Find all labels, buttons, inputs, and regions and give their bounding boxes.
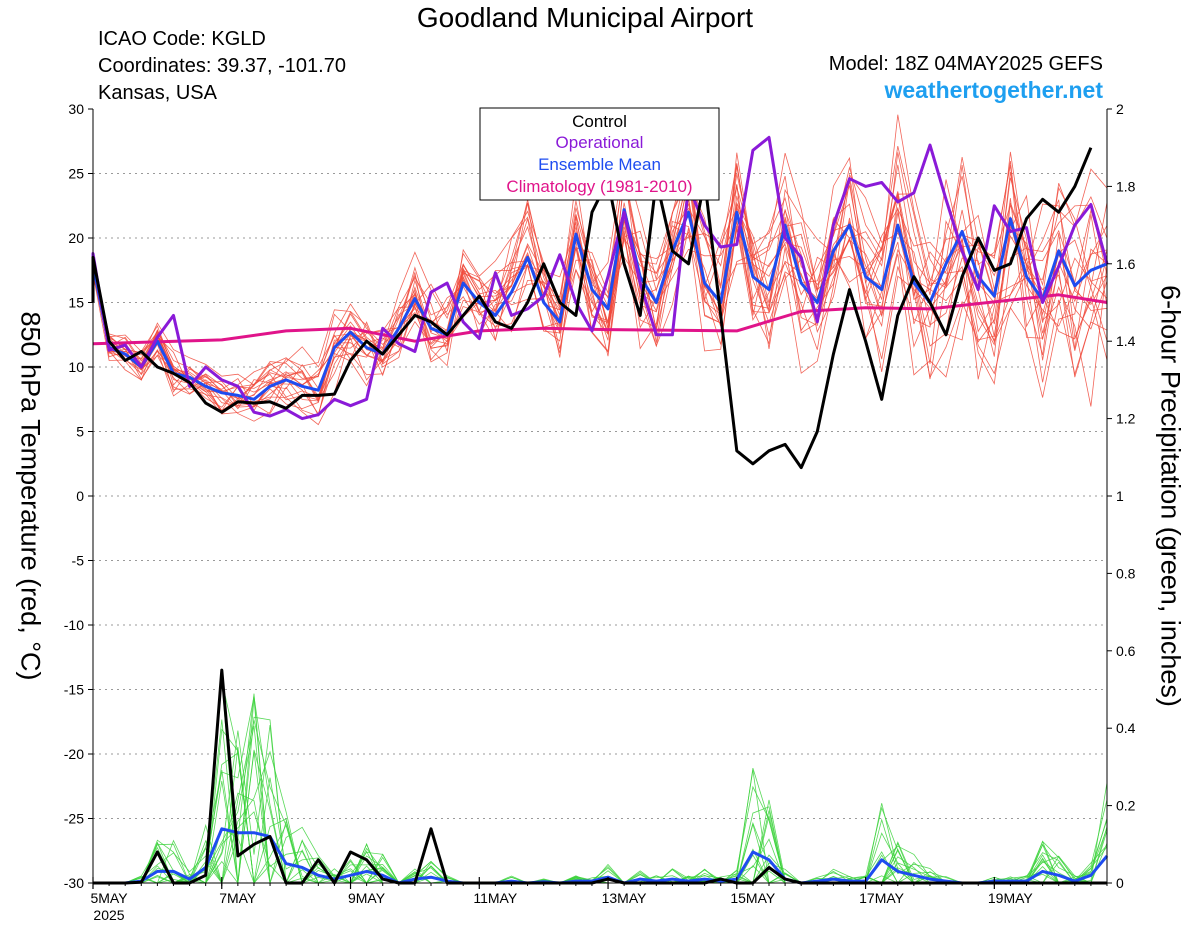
- legend-control: Control: [572, 112, 627, 131]
- y-tick-label-left: -5: [72, 553, 85, 569]
- precipitation-member-line: [93, 746, 1108, 884]
- control-temp-line: [91, 147, 1093, 470]
- y-tick-label-left: -20: [64, 746, 84, 762]
- y-tick-label-left: 30: [68, 101, 84, 117]
- y-tick-label-left: 0: [76, 488, 84, 504]
- climatology-temp-line: [92, 293, 1108, 346]
- y-tick-label-right: 0.6: [1116, 643, 1136, 659]
- y-tick-label-right: 1.4: [1116, 333, 1136, 349]
- y-tick-label-right: 1.6: [1116, 256, 1136, 272]
- y-tick-label-left: 15: [68, 295, 84, 311]
- legend: Control Operational Ensemble Mean Climat…: [479, 107, 720, 201]
- legend-ensemble-mean: Ensemble Mean: [538, 155, 661, 174]
- legend-operational: Operational: [556, 133, 644, 152]
- website-link[interactable]: weathertogether.net: [884, 77, 1103, 103]
- y-tick-label-left: 5: [76, 424, 84, 440]
- coordinates: Coordinates: 39.37, -101.70: [98, 55, 346, 77]
- y-tick-label-left: 20: [68, 230, 84, 246]
- x-tick-label: 15MAY: [730, 890, 776, 906]
- y-tick-label-left: -25: [64, 811, 84, 827]
- y-tick-label-right: 0.8: [1116, 565, 1136, 581]
- axes: -30-25-20-15-10-505101520253000.20.40.60…: [64, 101, 1136, 923]
- precipitation-member-line: [93, 696, 1107, 884]
- temperature-member-line: [92, 163, 1108, 415]
- temperature-member-line: [92, 151, 1108, 402]
- x-tick-sublabel: 2025: [93, 907, 124, 923]
- y-tick-label-left: 25: [68, 166, 84, 182]
- y-tick-label-left: 10: [68, 359, 84, 375]
- temperature-member-line: [92, 180, 1108, 405]
- y-tick-label-right: 1.2: [1116, 411, 1136, 427]
- y-tick-label-left: -10: [64, 617, 84, 633]
- ensemble-temp-line: [91, 208, 1108, 401]
- temperature-member-line: [92, 164, 1108, 412]
- x-tick-label: 13MAY: [602, 890, 648, 906]
- location: Kansas, USA: [98, 82, 217, 104]
- ensemble-precip-line: [93, 827, 1109, 885]
- x-tick-label: 17MAY: [859, 890, 905, 906]
- temperature-member-line: [92, 176, 1108, 401]
- precipitation-member-line: [93, 749, 1108, 884]
- y-tick-label-right: 0: [1116, 875, 1124, 891]
- legend-box: [479, 107, 720, 201]
- x-tick-label: 11MAY: [473, 890, 517, 906]
- model-run: Model: 18Z 04MAY2025 GEFS: [828, 53, 1103, 75]
- y-tick-label-right: 0.4: [1116, 720, 1136, 736]
- y-tick-label-left: -30: [64, 875, 84, 891]
- y-tick-label-left: -15: [64, 682, 84, 698]
- icao-code: ICAO Code: KGLD: [98, 28, 266, 50]
- temperature-member-line: [92, 152, 1108, 386]
- x-tick-label: 9MAY: [348, 890, 386, 906]
- x-tick-label: 19MAY: [988, 890, 1034, 906]
- precipitation-member-line: [93, 680, 1107, 884]
- temperature-member-line: [92, 167, 1108, 400]
- x-tick-label: 7MAY: [219, 890, 257, 906]
- gridlines: [93, 173, 1107, 819]
- chart-title: Goodland Municipal Airport: [416, 2, 754, 33]
- y-tick-label-right: 1: [1116, 488, 1124, 504]
- y-tick-label-right: 0.2: [1116, 798, 1136, 814]
- y-tick-label-right: 2: [1116, 101, 1124, 117]
- x-tick-label: 5MAY: [90, 890, 128, 906]
- y-tick-label-right: 1.8: [1116, 178, 1136, 194]
- temperature-member-line: [92, 171, 1108, 412]
- legend-climatology: Climatology (1981-2010): [506, 177, 692, 196]
- temperature-member-line: [92, 191, 1108, 422]
